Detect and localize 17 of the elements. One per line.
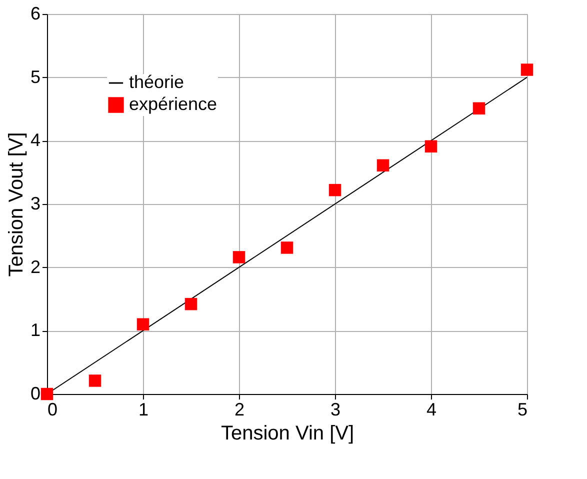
x-axis-title: Tension Vin [V] [220,422,354,444]
x-tick-label: 5 [517,400,528,420]
y-tick-label: 2 [30,256,40,277]
x-tick-label: 0 [48,400,58,420]
legend-label: théorie [129,72,184,92]
x-tick-label: 3 [330,400,341,420]
y-tick-label: 3 [30,194,40,214]
y-tick-label: 0 [30,384,40,404]
y-tick-label: 4 [30,130,40,150]
x-tick-label: 2 [234,400,245,420]
y-axis-title: Tension Vout [V] [5,132,28,277]
y-tick-label: 5 [30,66,40,87]
x-tick-label: 4 [426,400,437,420]
y-tick-label: 1 [30,320,40,340]
y-tick-label: 6 [30,4,40,24]
legend-label: expérience [129,94,218,114]
x-tick-label: 1 [138,400,149,420]
